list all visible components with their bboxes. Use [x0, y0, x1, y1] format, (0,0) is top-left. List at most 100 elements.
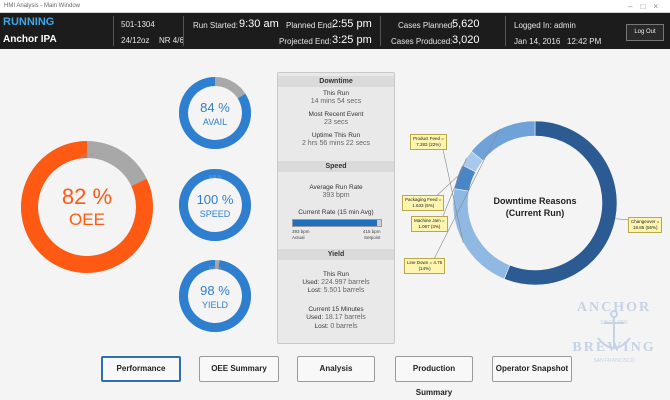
- rate-actual-readout: 393 bpm: [292, 229, 310, 234]
- callout-product-feed-line1: Product Feed =: [413, 136, 444, 141]
- downtime-this-run-label: This Run: [322, 90, 349, 97]
- logged-in-user: Logged In: admin: [514, 21, 576, 30]
- yield-run-used-row: Used: 224.997 barrels: [278, 279, 394, 286]
- leader-line-line-down: [431, 128, 501, 264]
- uptime-value: 2 hrs 56 mins 22 secs: [301, 140, 371, 147]
- callout-changeover[interactable]: Changeover = 18.85 (56%): [628, 217, 663, 233]
- cases-produced-value: 3,020: [452, 34, 480, 46]
- yield-value: 98 %: [200, 283, 230, 298]
- yield-run-lost-row: Lost: 5.501 barrels: [278, 287, 394, 294]
- run-status: RUNNING: [3, 16, 55, 28]
- yield-15-used-row: Used: 18.17 barrels: [278, 314, 394, 321]
- callout-product-feed[interactable]: Product Feed = 7.283 (22%): [410, 134, 447, 150]
- donut-title-line2: (Current Run): [505, 208, 565, 218]
- avail-label: AVAIL: [202, 117, 228, 127]
- current-date: Jan 14, 2016: [514, 37, 561, 46]
- oee-value: 82 %: [61, 184, 113, 209]
- callout-packaging-feed-line2: 1.633 (5%): [412, 203, 435, 208]
- nav-operator-snapshot-button[interactable]: Operator Snapshot: [492, 356, 572, 382]
- current-rate-label: Current Rate (15 min Avg): [298, 209, 374, 216]
- rate-setpoint-readout: 415 bpm: [363, 229, 381, 234]
- speed-target-label: 100 %: [208, 174, 222, 179]
- avail-value: 84 %: [200, 100, 230, 115]
- product-name: Anchor IPA: [3, 34, 57, 45]
- yield-15-used-unit: barrels: [344, 314, 366, 321]
- nav-production-summary-button[interactable]: Production Summary: [395, 356, 473, 397]
- speed-label: SPEED: [199, 209, 231, 219]
- avail-gauge[interactable]: 84 % AVAIL: [178, 76, 252, 150]
- downtime-this-run-value: 14 mins 54 secs: [310, 98, 362, 105]
- oee-gauge[interactable]: 100 % 82 % OEE: [20, 140, 154, 274]
- cases-planned-value: 5,620: [452, 18, 480, 30]
- logo-city-text: SAN FRANCISCO: [593, 358, 635, 364]
- header-divider: [183, 16, 184, 46]
- rate-setpoint-value: 415: [363, 229, 371, 234]
- callout-product-feed-line2: 7.283 (22%): [416, 142, 441, 147]
- window-titlebar: HMI Analysis - Main Window –□×: [0, 0, 670, 13]
- window-controls[interactable]: –□×: [628, 2, 666, 11]
- callout-line-down-line1: Line Down = 4.75: [407, 260, 443, 265]
- yield-15-used-value: 18.17: [325, 314, 343, 321]
- yield-15-lost-label: Lost:: [314, 323, 329, 330]
- oee-target-label: 100 %: [79, 153, 95, 159]
- sku: 501-1304: [121, 20, 155, 29]
- donut-title-line1: Downtime Reasons: [493, 196, 577, 206]
- header-divider: [380, 16, 381, 46]
- yield-15-lost-row: Lost: 0 barrels: [278, 323, 394, 330]
- anchor-brewing-logo: ANCHOR SINCE 1896 BREWING SAN FRANCISCO: [560, 296, 668, 368]
- yield-15-lost-unit: barrels: [336, 323, 358, 330]
- header-bar: RUNNING Anchor IPA 501-1304 24/12oz NR 4…: [0, 13, 670, 49]
- downtime-section-title: Downtime: [278, 76, 394, 87]
- yield-run-lost-label: Lost:: [307, 287, 322, 294]
- yield-gauge[interactable]: 100 % 98 % YIELD: [178, 259, 252, 333]
- nr-count: NR 4/6: [159, 36, 184, 45]
- rate-actual-value: 393: [292, 229, 300, 234]
- nav-performance-button[interactable]: Performance: [101, 356, 181, 382]
- rate-setpoint-unit: bpm: [371, 229, 381, 234]
- planned-end-value: 2:55 pm: [332, 18, 372, 30]
- avg-rate-label: Average Run Rate: [309, 184, 363, 191]
- logout-button[interactable]: Log Out: [626, 24, 664, 41]
- current-time: 12:42 PM: [567, 37, 602, 46]
- yield-run-used-value: 224.997: [321, 279, 347, 286]
- callout-machine-jam[interactable]: Machine Jam = 1.067 (3%): [411, 216, 448, 232]
- yield-15-label: Current 15 Minutes: [308, 306, 364, 313]
- header-divider: [113, 16, 114, 46]
- yield-run-lost-unit: barrels: [342, 287, 365, 294]
- speed-gauge[interactable]: 100 % 100 % SPEED: [178, 168, 252, 242]
- run-started-label: Run Started:: [193, 21, 238, 30]
- header-divider: [505, 16, 506, 46]
- uptime-label: Uptime This Run: [311, 132, 361, 139]
- anchor-icon: [597, 310, 631, 349]
- callout-line-down[interactable]: Line Down = 4.75 (14%): [404, 258, 446, 274]
- nav-oee-summary-button[interactable]: OEE Summary: [199, 356, 279, 382]
- current-rate-bar: [292, 219, 382, 227]
- callout-machine-jam-line2: 1.067 (3%): [418, 224, 441, 229]
- yield-run-lost-value: 5.501: [323, 287, 342, 294]
- yield-section-title: Yield: [278, 249, 394, 260]
- donut-hole: [468, 136, 602, 270]
- planned-end-label: Planned End:: [286, 21, 335, 30]
- logo-top-text: ANCHOR: [576, 300, 652, 315]
- oee-label: OEE: [69, 210, 105, 229]
- callout-changeover-line1: Changeover =: [631, 219, 660, 224]
- projected-end-label: Projected End:: [279, 37, 332, 46]
- cases-produced-label: Cases Produced:: [391, 37, 453, 46]
- nav-analysis-button[interactable]: Analysis: [297, 356, 375, 382]
- leader-line-product-feed: [440, 139, 464, 243]
- avg-rate-row: 393 bpm: [278, 192, 394, 199]
- window-title: HMI Analysis - Main Window: [4, 3, 81, 9]
- cases-planned-label: Cases Planned:: [398, 21, 455, 30]
- yield-run-used-label: Used:: [302, 279, 320, 286]
- rate-actual-unit: bpm: [300, 229, 310, 234]
- callout-packaging-feed[interactable]: Packaging Feed = 1.633 (5%): [402, 195, 445, 211]
- logo-since-text: SINCE 1896: [600, 320, 628, 326]
- downtime-donut-chart[interactable]: [400, 100, 655, 315]
- callout-packaging-feed-line1: Packaging Feed =: [405, 197, 442, 202]
- rate-actual-label: Actual: [292, 235, 305, 240]
- yield-run-used-unit: barrels: [348, 279, 370, 286]
- speed-value: 100 %: [196, 192, 234, 207]
- run-started-value: 9:30 am: [239, 18, 279, 30]
- rate-setpoint-label: Setpoint: [364, 235, 381, 240]
- yield-label: YIELD: [201, 300, 228, 310]
